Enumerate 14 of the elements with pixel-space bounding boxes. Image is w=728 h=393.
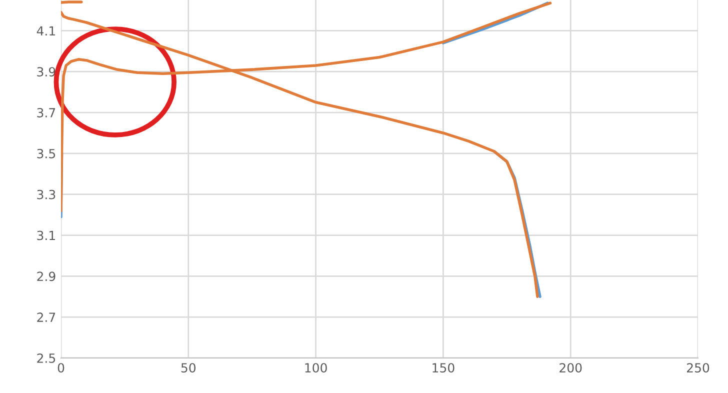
x-tick-label: 50 <box>181 363 196 373</box>
x-tick-label: 100 <box>305 363 327 373</box>
y-tick-label: 3.5 <box>37 148 56 158</box>
y-tick-label: 3.7 <box>37 108 56 118</box>
x-tick-label: 150 <box>432 363 454 373</box>
x-tick-label: 250 <box>686 363 710 373</box>
y-tick-label: 2.7 <box>37 312 56 322</box>
x-tick-label: 0 <box>58 363 64 373</box>
y-tick-label: 3.1 <box>37 230 55 240</box>
y-tick-label: 2.5 <box>37 353 56 363</box>
x-tick-label: 200 <box>560 363 582 373</box>
y-tick-label: 3.3 <box>37 190 56 200</box>
y-tick-label: 2.9 <box>37 272 56 282</box>
y-tick-label: 4.1 <box>36 26 55 36</box>
